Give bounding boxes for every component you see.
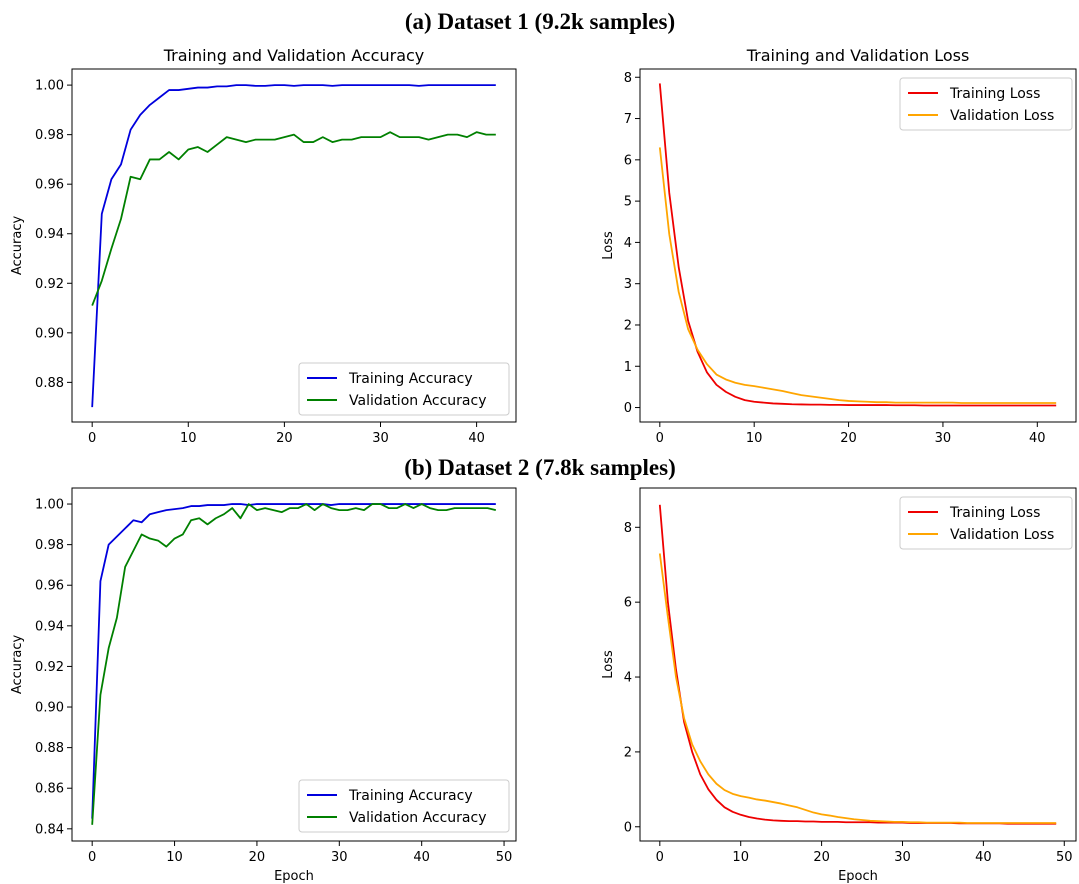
legend-label: Validation Accuracy xyxy=(349,393,487,409)
y-tick-label: 4 xyxy=(624,236,632,251)
legend-label: Training Accuracy xyxy=(348,371,473,387)
x-tick-label: 20 xyxy=(276,431,293,446)
y-tick-label: 0 xyxy=(624,401,632,416)
chart-a-accuracy: Training and Validation Accuracy 0 10 20 30 4… xyxy=(10,46,517,446)
y-tick-label: 3 xyxy=(624,277,632,292)
y-tick-label: 0.90 xyxy=(35,326,64,341)
y-tick-label: 8 xyxy=(624,71,632,86)
y-tick-label: 0.94 xyxy=(35,619,64,634)
legend-box xyxy=(298,779,510,833)
x-tick-label: 50 xyxy=(496,850,513,865)
series-line-validation-loss xyxy=(658,147,1057,404)
legend-label: Validation Loss xyxy=(950,108,1054,124)
y-axis-label: Accuracy xyxy=(10,216,25,276)
chart-b-loss: 0 10 20 30 40 50 0 2 4 6 8 Loss Epoch Training Loss Va… xyxy=(601,487,1077,884)
x-tick-label: 30 xyxy=(331,850,348,865)
x-tick-label: 30 xyxy=(894,850,911,865)
plot-frame xyxy=(71,487,517,842)
chart-title: Training and Validation Loss xyxy=(746,46,970,65)
x-tick-label: 0 xyxy=(656,850,664,865)
x-tick-label: 40 xyxy=(468,431,485,446)
legend-label: Training Loss xyxy=(949,86,1040,102)
y-tick-label: 2 xyxy=(624,745,632,760)
legend-label: Training Accuracy xyxy=(348,788,473,804)
x-tick-label: 0 xyxy=(88,431,96,446)
legend-label: Training Loss xyxy=(949,505,1040,521)
y-tick-label: 1 xyxy=(624,360,632,375)
y-tick-label: 7 xyxy=(624,112,632,127)
legend-label: Validation Loss xyxy=(950,527,1054,543)
x-tick-label: 10 xyxy=(746,431,763,446)
x-tick-label: 0 xyxy=(656,431,664,446)
y-axis-label: Loss xyxy=(601,650,616,679)
x-tick-label: 20 xyxy=(840,431,857,446)
y-tick-label: 0.92 xyxy=(35,660,64,675)
y-tick-label: 0.88 xyxy=(35,376,64,391)
x-tick-label: 20 xyxy=(249,850,266,865)
section-a-title: (a) Dataset 1 (9.2k samples) xyxy=(405,9,675,34)
y-tick-label: 5 xyxy=(624,195,632,210)
y-tick-label: 6 xyxy=(624,153,632,168)
x-tick-label: 10 xyxy=(732,850,749,865)
y-axis-label: Loss xyxy=(601,231,616,260)
series-line-training-accuracy xyxy=(91,503,496,819)
x-axis-label: Epoch xyxy=(838,869,878,884)
y-tick-label: 6 xyxy=(624,596,632,611)
section-b-title: (b) Dataset 2 (7.8k samples) xyxy=(404,455,676,480)
y-tick-label: 1.00 xyxy=(35,498,64,513)
y-tick-label: 8 xyxy=(624,521,632,536)
series-line-training-accuracy xyxy=(91,84,496,408)
y-tick-label: 0.98 xyxy=(35,128,64,143)
plot-frame xyxy=(71,68,517,423)
y-tick-label: 1.00 xyxy=(35,79,64,94)
y-tick-label: 0.94 xyxy=(35,227,64,242)
y-tick-label: 0.88 xyxy=(35,741,64,756)
x-axis-label: Epoch xyxy=(274,869,314,884)
y-tick-label: 2 xyxy=(624,318,632,333)
chart-b-accuracy: 0 10 20 30 40 50 0.84 0.86 0.88 0.90 0.92 0.94 0.96 0… xyxy=(10,487,517,884)
x-tick-label: 40 xyxy=(975,850,992,865)
legend-box xyxy=(899,77,1073,131)
chart-title: Training and Validation Accuracy xyxy=(163,46,425,65)
y-tick-label: 0.90 xyxy=(35,701,64,716)
chart-a-loss: Training and Validation Loss 0 10 20 30 40 0 1 2… xyxy=(601,46,1077,446)
y-tick-label: 0.86 xyxy=(35,782,64,797)
y-tick-label: 0.92 xyxy=(35,277,64,292)
legend-box xyxy=(899,496,1073,550)
plot-frame xyxy=(639,487,1077,842)
plot-frame xyxy=(639,68,1077,423)
y-tick-label: 0.96 xyxy=(35,579,64,594)
series-line-validation-accuracy xyxy=(91,131,496,306)
series-line-training-loss xyxy=(658,83,1057,407)
x-tick-label: 50 xyxy=(1056,850,1073,865)
x-tick-label: 30 xyxy=(372,431,389,446)
x-tick-label: 30 xyxy=(935,431,952,446)
series-line-validation-accuracy xyxy=(91,503,497,825)
legend-label: Validation Accuracy xyxy=(349,810,487,826)
y-tick-label: 0.98 xyxy=(35,538,64,553)
y-tick-label: 4 xyxy=(624,671,632,686)
x-tick-label: 10 xyxy=(166,850,183,865)
series-line-validation-loss xyxy=(658,553,1057,824)
x-tick-label: 40 xyxy=(1029,431,1046,446)
series-line-training-loss xyxy=(658,504,1057,825)
x-tick-label: 40 xyxy=(413,850,430,865)
x-tick-label: 0 xyxy=(88,850,96,865)
y-tick-label: 0 xyxy=(624,820,632,835)
y-axis-label: Accuracy xyxy=(10,635,25,695)
x-tick-label: 20 xyxy=(813,850,830,865)
x-tick-label: 10 xyxy=(180,431,197,446)
y-tick-label: 0.96 xyxy=(35,178,64,193)
legend-box xyxy=(298,362,510,416)
y-tick-label: 0.84 xyxy=(35,822,64,837)
